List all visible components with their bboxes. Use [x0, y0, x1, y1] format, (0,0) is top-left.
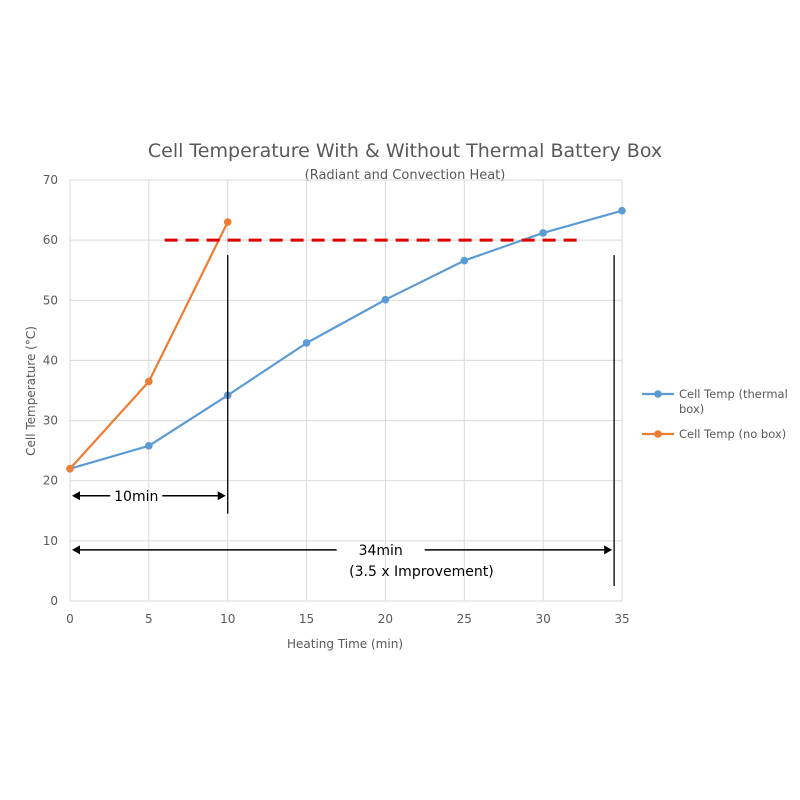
y-tick-label: 20 — [43, 474, 58, 488]
y-tick-label: 30 — [43, 414, 58, 428]
series-1-point — [460, 256, 469, 265]
y-tick-label: 10 — [43, 534, 58, 548]
legend-swatch-marker — [654, 430, 662, 438]
legend-label: box) — [679, 402, 704, 416]
y-tick-label: 40 — [43, 353, 58, 367]
series-1-point — [618, 206, 626, 215]
y-tick-label: 50 — [43, 293, 58, 307]
chart-subtitle: (Radiant and Convection Heat) — [305, 168, 506, 183]
x-axis-label: Heating Time (min) — [287, 637, 403, 651]
chart-title: Cell Temperature With & Without Thermal … — [148, 140, 662, 162]
series-1-point — [145, 442, 153, 450]
x-tick-label: 15 — [299, 612, 314, 626]
series-2-point — [145, 377, 153, 386]
thirty-four-min-label: 34min — [359, 543, 403, 559]
series-1-point — [539, 229, 547, 237]
x-tick-label: 20 — [378, 612, 393, 626]
x-tick-label: 0 — [66, 612, 74, 626]
x-tick-label: 30 — [536, 612, 551, 626]
legend-swatch-marker — [654, 390, 662, 398]
gridlines — [69, 179, 623, 602]
x-tick-label: 35 — [614, 612, 629, 626]
series-1-point — [381, 295, 390, 304]
series-layer — [66, 206, 626, 473]
y-axis-label: Cell Temperature (°C) — [24, 326, 38, 456]
thirty-four-min-arrow-right-head — [604, 545, 613, 555]
series-1-point — [302, 339, 311, 347]
annotations-layer: 10min 34min (3.5 x Improvement) — [72, 238, 615, 586]
tick-labels: 0 10 20 30 40 50 60 70 0 5 10 15 20 25 30 35 — [43, 173, 630, 626]
legend-label: Cell Temp (thermal — [679, 387, 788, 401]
ten-min-arrow-left-head — [72, 491, 80, 501]
series-line-1 — [69, 209, 623, 470]
x-tick-label: 10 — [220, 612, 235, 626]
y-tick-label: 0 — [50, 594, 58, 608]
series-2-point — [66, 464, 74, 473]
y-tick-label: 60 — [43, 233, 58, 247]
y-tick-label: 70 — [43, 173, 58, 187]
ten-min-arrow-right-head — [217, 491, 226, 501]
x-tick-label: 25 — [457, 612, 472, 626]
series-2-point — [223, 218, 232, 226]
legend-label: Cell Temp (no box) — [679, 427, 786, 441]
thirty-four-min-sublabel: (3.5 x Improvement) — [349, 564, 494, 580]
thirty-four-min-arrow-left-head — [72, 545, 80, 555]
x-tick-label: 5 — [145, 612, 153, 626]
ten-min-label: 10min — [114, 489, 158, 505]
